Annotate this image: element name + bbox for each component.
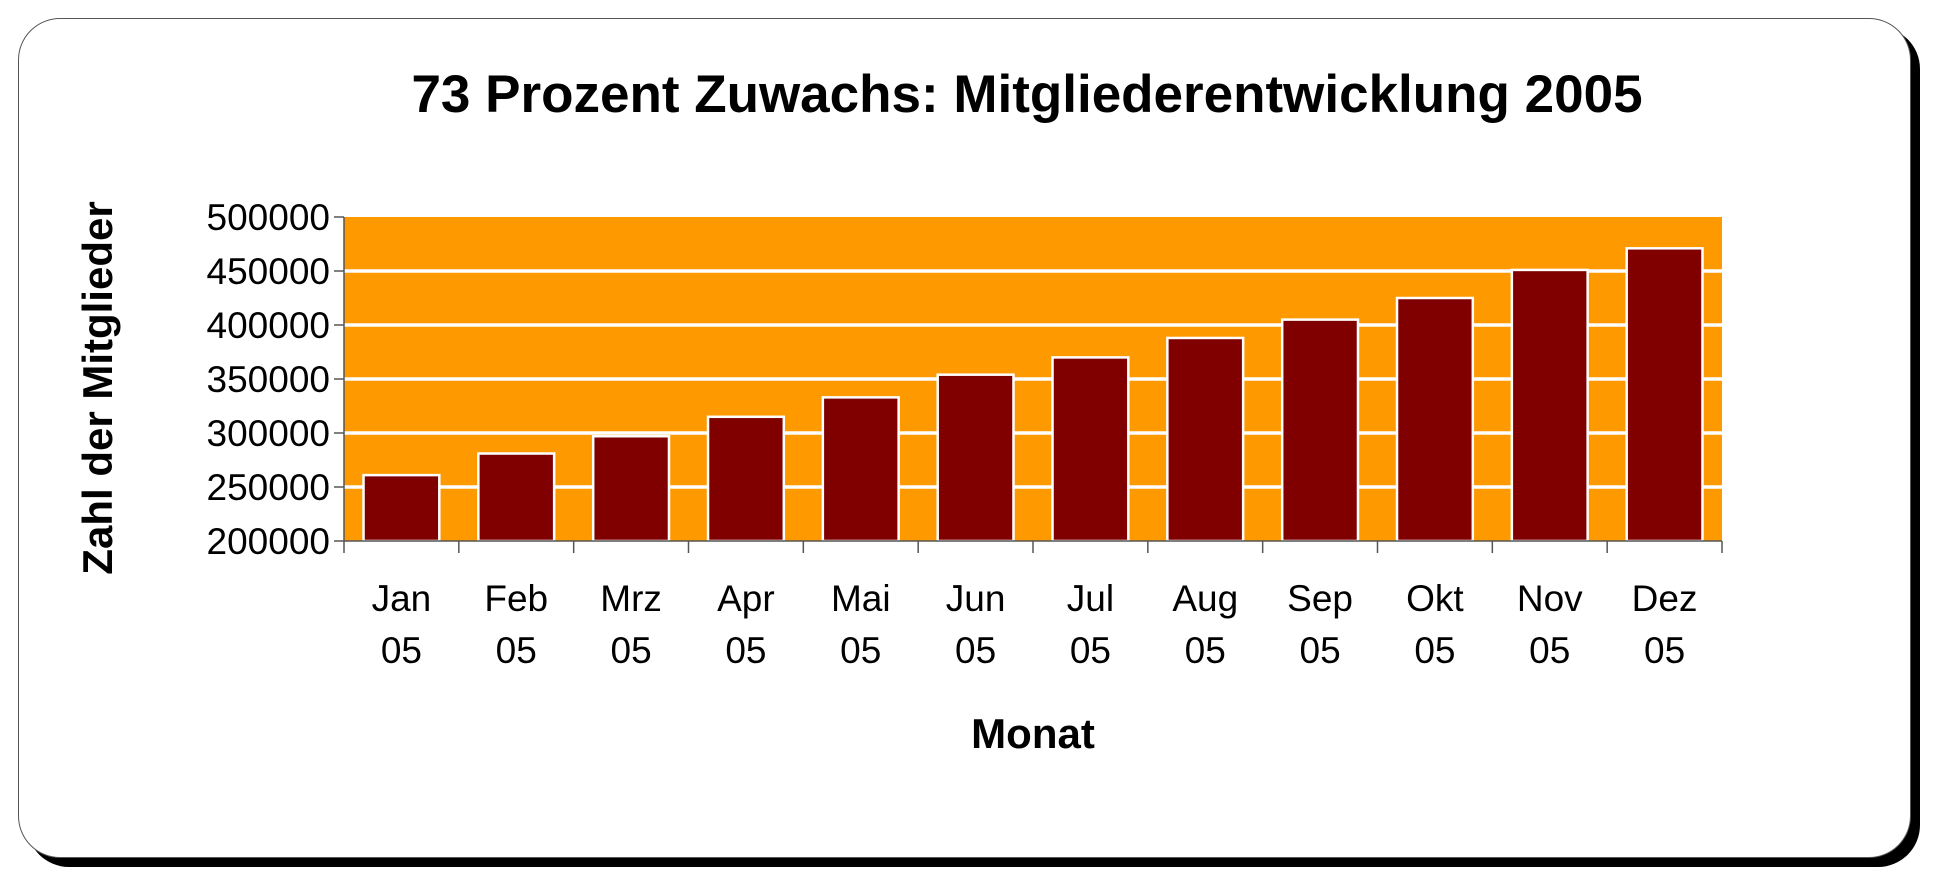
- x-tick-label-year-9: 05: [1414, 630, 1455, 671]
- y-tick-label-1: 250000: [207, 467, 330, 508]
- bar-jul: [1051, 356, 1130, 543]
- x-tick-label-month-1: Feb: [484, 578, 548, 619]
- bar-apr: [706, 415, 786, 543]
- y-tick-label-6: 500000: [207, 197, 330, 238]
- x-axis-title: Monat: [971, 710, 1095, 757]
- y-axis-title: Zahl der Mitglieder: [74, 201, 121, 574]
- y-tick-label-2: 300000: [207, 413, 330, 454]
- y-tick-label-5: 450000: [207, 251, 330, 292]
- y-tick-label-4: 400000: [207, 305, 330, 346]
- x-tick-label-month-11: Dez: [1632, 578, 1698, 619]
- chart-title: 73 Prozent Zuwachs: Mitgliederentwicklun…: [411, 65, 1642, 124]
- y-tick-label-0: 200000: [207, 521, 330, 562]
- x-tick-label-month-5: Jun: [946, 578, 1006, 619]
- x-tick-label-month-7: Aug: [1172, 578, 1238, 619]
- bar-aug: [1166, 336, 1245, 543]
- x-tick-label-year-7: 05: [1185, 630, 1226, 671]
- x-tick-label-year-4: 05: [840, 630, 881, 671]
- x-tick-label-year-10: 05: [1529, 630, 1570, 671]
- x-tick-label-month-9: Okt: [1406, 578, 1464, 619]
- x-tick-label-year-2: 05: [611, 630, 652, 671]
- plot-area: 200000 250000 300000 350000 400000 450000 5000…: [207, 197, 1723, 671]
- x-tick-label-year-3: 05: [725, 630, 766, 671]
- x-tick-label-month-10: Nov: [1517, 578, 1583, 619]
- x-tick-label-month-6: Jul: [1067, 578, 1114, 619]
- x-tick-label-year-0: 05: [381, 630, 422, 671]
- bar-jan: [362, 473, 441, 543]
- bar-dez: [1625, 247, 1704, 543]
- y-tick-label-3: 350000: [207, 359, 330, 400]
- x-tick-label-month-8: Sep: [1287, 578, 1353, 619]
- x-tick-label-year-1: 05: [496, 630, 537, 671]
- bar-okt: [1395, 296, 1475, 543]
- bar-jun: [936, 373, 1015, 543]
- x-tick-label-year-5: 05: [955, 630, 996, 671]
- x-tick-label-month-2: Mrz: [600, 578, 662, 619]
- x-tick-label-year-6: 05: [1070, 630, 1111, 671]
- bar-mai: [821, 396, 900, 543]
- x-tick-label-year-8: 05: [1300, 630, 1341, 671]
- bar-nov: [1510, 268, 1589, 543]
- x-tick-label-month-4: Mai: [831, 578, 891, 619]
- x-tick-label-month-3: Apr: [717, 578, 775, 619]
- bar-mrz: [591, 434, 671, 543]
- bar-feb: [477, 452, 556, 543]
- x-tick-label-month-0: Jan: [372, 578, 432, 619]
- bar-sep: [1280, 318, 1360, 543]
- x-tick-label-year-11: 05: [1644, 630, 1685, 671]
